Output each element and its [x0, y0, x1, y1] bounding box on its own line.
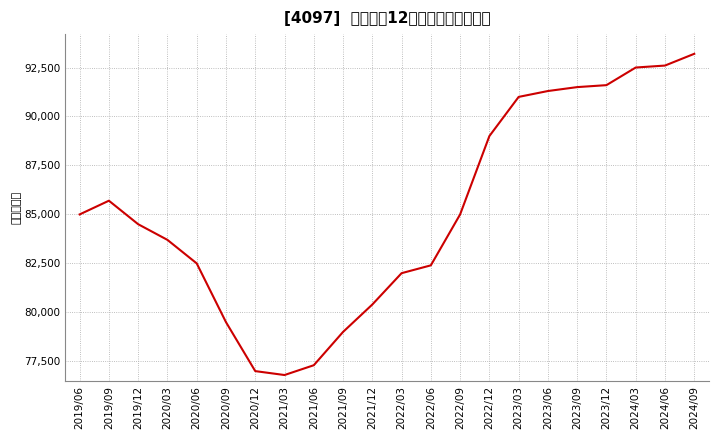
Title: [4097]  売上高の12か月移動合計の推移: [4097] 売上高の12か月移動合計の推移	[284, 11, 490, 26]
Y-axis label: （百万円）: （百万円）	[11, 191, 21, 224]
